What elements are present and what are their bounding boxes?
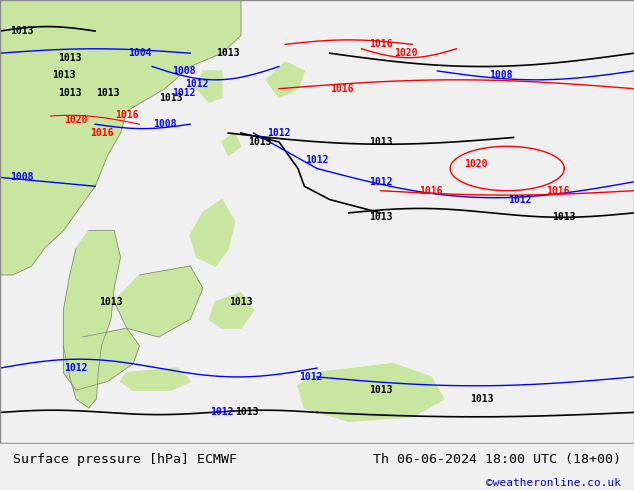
Text: 1012: 1012 [305, 155, 329, 165]
Text: 1012: 1012 [508, 195, 532, 204]
Polygon shape [266, 62, 304, 98]
Polygon shape [63, 328, 139, 390]
Text: 1013: 1013 [58, 52, 82, 63]
Text: 1016: 1016 [368, 39, 392, 49]
Text: 1013: 1013 [470, 394, 494, 404]
Text: 1012: 1012 [184, 79, 209, 89]
Text: 1013: 1013 [10, 26, 34, 36]
Polygon shape [197, 71, 222, 102]
Text: 1004: 1004 [127, 48, 152, 58]
Polygon shape [63, 231, 120, 408]
Text: 1013: 1013 [368, 212, 392, 222]
Text: 1013: 1013 [248, 137, 272, 147]
Text: 1012: 1012 [299, 372, 323, 382]
Polygon shape [0, 0, 241, 275]
Text: Th 06-06-2024 18:00 UTC (18+00): Th 06-06-2024 18:00 UTC (18+00) [373, 453, 621, 466]
Polygon shape [190, 199, 235, 266]
Text: 1008: 1008 [10, 172, 34, 182]
Polygon shape [209, 293, 254, 328]
Text: 1013: 1013 [216, 48, 240, 58]
Text: 1020: 1020 [463, 159, 488, 169]
Text: 1008: 1008 [153, 119, 177, 129]
Text: 1008: 1008 [489, 71, 513, 80]
Polygon shape [114, 266, 203, 337]
Polygon shape [222, 133, 241, 155]
Text: 1020: 1020 [394, 48, 418, 58]
Text: 1012: 1012 [210, 407, 234, 417]
Text: 1013: 1013 [235, 407, 259, 417]
Text: 1016: 1016 [419, 186, 443, 196]
Polygon shape [298, 364, 444, 421]
Text: 1013: 1013 [368, 385, 392, 395]
Text: 1008: 1008 [172, 66, 196, 76]
Text: 1016: 1016 [89, 128, 113, 138]
Text: Surface pressure [hPa] ECMWF: Surface pressure [hPa] ECMWF [13, 453, 236, 466]
Text: 1013: 1013 [368, 137, 392, 147]
Text: 1013: 1013 [159, 93, 183, 102]
Text: 1016: 1016 [546, 186, 570, 196]
Text: 1012: 1012 [267, 128, 291, 138]
Text: ©weatheronline.co.uk: ©weatheronline.co.uk [486, 478, 621, 488]
Text: 1016: 1016 [330, 84, 354, 94]
Text: 1012: 1012 [64, 363, 88, 373]
Text: 1013: 1013 [552, 212, 576, 222]
Polygon shape [120, 368, 190, 390]
Text: 1013: 1013 [58, 88, 82, 98]
Text: 1013: 1013 [99, 296, 123, 307]
Text: 1020: 1020 [64, 115, 88, 125]
Text: 1016: 1016 [115, 110, 139, 121]
Text: 1012: 1012 [368, 177, 392, 187]
Text: 1013: 1013 [229, 296, 253, 307]
Text: 1013: 1013 [96, 88, 120, 98]
Text: 1012: 1012 [172, 88, 196, 98]
Text: 1013: 1013 [51, 71, 75, 80]
